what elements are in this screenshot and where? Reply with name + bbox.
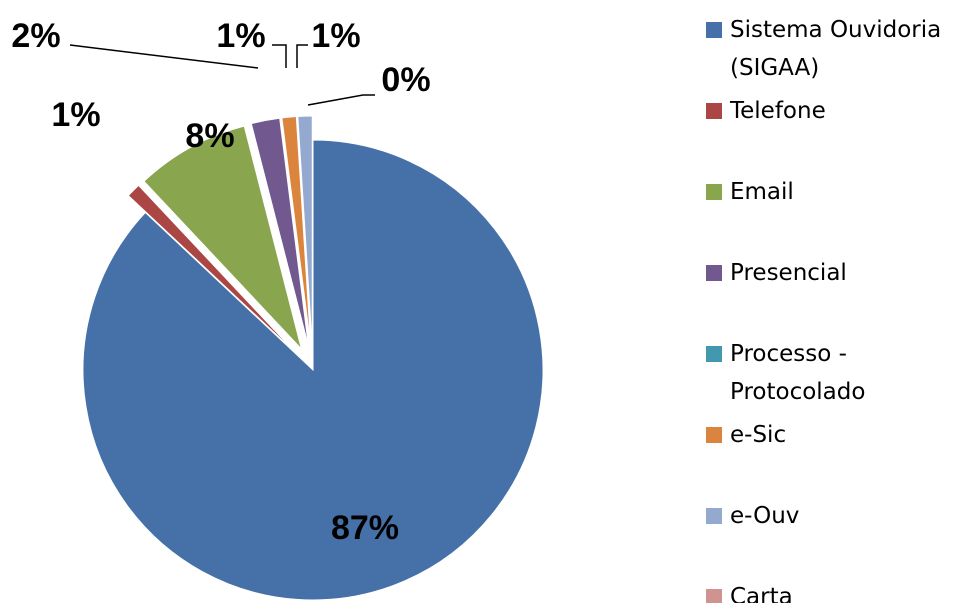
legend-label: Presencial — [730, 260, 847, 286]
legend-swatch — [706, 265, 722, 281]
pie-slice — [250, 117, 309, 347]
pie-slice — [143, 125, 302, 350]
data-label: 0% — [381, 61, 430, 99]
data-label: 87% — [331, 509, 399, 547]
legend-label: Sistema Ouvidoria (SIGAA) — [730, 17, 942, 81]
pie-slice — [280, 117, 311, 347]
legend-swatch — [706, 103, 722, 119]
legend-swatch — [706, 184, 722, 200]
pie-slice — [82, 139, 544, 601]
leader-line — [69, 44, 259, 69]
leader-lines — [69, 44, 375, 106]
legend-swatch — [706, 22, 722, 38]
leader-line — [272, 44, 287, 68]
legend-swatch — [706, 508, 722, 524]
pie-slice — [281, 116, 312, 347]
legend-entry: Carta — [706, 578, 956, 603]
legend-label: Processo - Protocolado — [730, 341, 866, 405]
legend-label: e-Sic — [730, 422, 787, 448]
legend-swatch — [706, 589, 722, 603]
legend-entry: Telefone — [706, 92, 956, 130]
legend-label: Carta — [730, 584, 793, 603]
pie-slice — [297, 115, 313, 347]
leader-line — [296, 44, 308, 68]
data-label: 1% — [311, 17, 360, 55]
data-label: 1% — [51, 96, 100, 134]
data-label: 2% — [11, 17, 60, 55]
leader-line — [307, 94, 375, 106]
legend-entry: Processo - Protocolado — [706, 335, 956, 411]
legend-swatch — [706, 346, 722, 362]
legend-label: Telefone — [730, 98, 826, 124]
legend-label: Email — [730, 179, 794, 205]
pie-slice — [127, 184, 297, 354]
legend-entry: e-Sic — [706, 416, 956, 454]
legend-label: e-Ouv — [730, 503, 800, 529]
data-label: 1% — [216, 17, 265, 55]
data-label: 8% — [185, 117, 234, 155]
legend-entry: Email — [706, 173, 956, 211]
legend-entry: Sistema Ouvidoria (SIGAA) — [706, 11, 956, 87]
legend-swatch — [706, 427, 722, 443]
legend-entry: Presencial — [706, 254, 956, 292]
legend-entry: e-Ouv — [706, 497, 956, 535]
